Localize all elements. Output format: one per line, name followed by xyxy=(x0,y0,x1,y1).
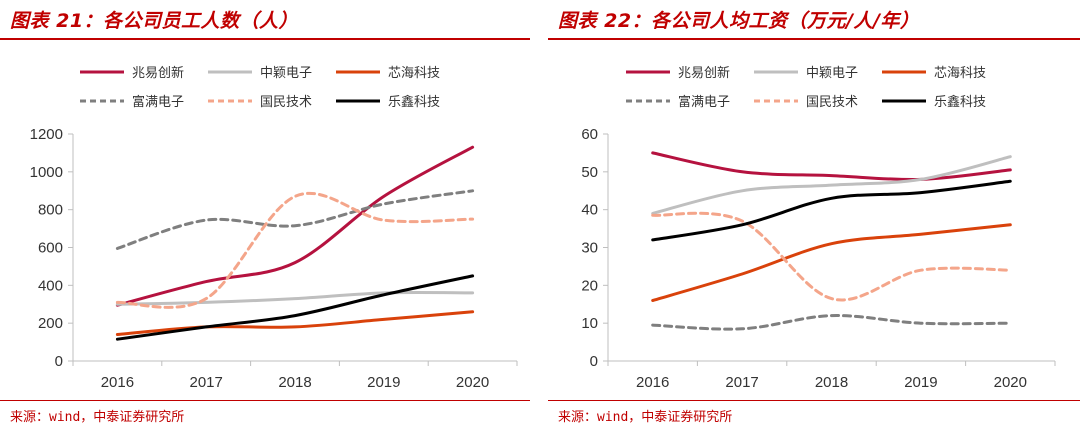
legend-label: 乐鑫科技 xyxy=(934,94,986,110)
legend-item: 中颖电子 xyxy=(754,66,858,81)
x-tick-label: 2019 xyxy=(904,374,937,391)
source-note: 来源：wind，中泰证券研究所 xyxy=(10,410,185,425)
y-tick-label: 40 xyxy=(581,202,598,219)
title-rule xyxy=(548,38,1080,40)
series-line-6 xyxy=(115,274,475,341)
legend-item: 富满电子 xyxy=(80,94,184,110)
source-rule xyxy=(548,400,1080,401)
y-tick-label: 60 xyxy=(581,126,598,143)
series-line-3 xyxy=(651,223,1012,302)
source-rule xyxy=(0,400,530,401)
legend-label: 中颖电子 xyxy=(260,66,312,81)
x-tick-label: 2018 xyxy=(278,374,311,391)
x-tick-label: 2020 xyxy=(994,374,1027,391)
legend-label: 国民技术 xyxy=(806,95,858,110)
y-tick-label: 30 xyxy=(581,240,598,257)
series-line-1 xyxy=(651,151,1012,182)
y-tick-label: 20 xyxy=(581,277,598,294)
legend-item: 兆易创新 xyxy=(80,65,184,81)
source-note: 来源：wind，中泰证券研究所 xyxy=(558,410,733,425)
y-tick-label: 10 xyxy=(581,315,598,332)
x-tick-label: 2017 xyxy=(725,374,758,391)
x-tick-label: 2019 xyxy=(367,374,400,391)
legend-item: 国民技术 xyxy=(754,95,858,110)
series-line-4 xyxy=(651,314,1012,331)
y-tick-label: 1200 xyxy=(30,126,63,143)
legend-label: 富满电子 xyxy=(132,94,184,110)
y-tick-label: 50 xyxy=(581,164,598,181)
legend-label: 兆易创新 xyxy=(678,65,730,81)
legend-label: 芯海科技 xyxy=(934,66,986,81)
chart-salary: 0 10 20 30 40 50 60 2016 2017 2018 2019 2020 兆易创新 中颖电… xyxy=(581,65,1056,391)
legend-item: 国民技术 xyxy=(208,95,312,110)
series-line-4 xyxy=(115,189,475,250)
chart-title: 图表 21：各公司员工人数（人） xyxy=(10,10,299,32)
legend-item: 兆易创新 xyxy=(626,65,730,81)
series-line-2 xyxy=(115,291,475,306)
series-line-6 xyxy=(651,179,1012,242)
chart-employees: 0 200 400 600 800 1000 1200 2016 2017 2018 2019 202… xyxy=(30,65,518,391)
y-tick-label: 1000 xyxy=(30,164,63,181)
legend-item: 中颖电子 xyxy=(208,66,312,81)
legend-item: 乐鑫科技 xyxy=(336,94,440,110)
legend-label: 兆易创新 xyxy=(132,65,184,81)
chart-panel-employees: 图表 21：各公司员工人数（人） 0 200 400 600 800 1000 1200 20… xyxy=(0,0,530,427)
series-line-3 xyxy=(115,310,475,336)
y-tick-label: 0 xyxy=(590,353,598,370)
y-tick-label: 400 xyxy=(38,277,63,294)
legend-item: 富满电子 xyxy=(626,94,730,110)
legend-item: 乐鑫科技 xyxy=(882,94,986,110)
y-tick-label: 0 xyxy=(55,353,63,370)
legend-label: 乐鑫科技 xyxy=(388,94,440,110)
series-line-5 xyxy=(651,211,1012,302)
x-tick-label: 2020 xyxy=(456,374,489,391)
legend-item: 芯海科技 xyxy=(882,66,986,81)
series-line-1 xyxy=(115,145,475,307)
y-tick-label: 800 xyxy=(38,202,63,219)
x-tick-label: 2016 xyxy=(101,374,134,391)
x-tick-label: 2018 xyxy=(815,374,848,391)
series-line-5 xyxy=(115,191,475,309)
x-tick-label: 2016 xyxy=(636,374,669,391)
legend-item: 芯海科技 xyxy=(336,66,440,81)
chart-title: 图表 22：各公司人均工资（万元/人/年） xyxy=(558,10,920,32)
series-line-2 xyxy=(651,155,1012,215)
legend-label: 国民技术 xyxy=(260,95,312,110)
y-tick-label: 200 xyxy=(38,315,63,332)
legend-label: 芯海科技 xyxy=(388,66,440,81)
legend-label: 富满电子 xyxy=(678,94,730,110)
x-tick-label: 2017 xyxy=(190,374,223,391)
title-rule xyxy=(0,38,530,40)
chart-panel-salary: 图表 22：各公司人均工资（万元/人/年） 0 10 20 30 40 50 60 2016 2… xyxy=(548,0,1080,427)
legend-label: 中颖电子 xyxy=(806,66,858,81)
y-tick-label: 600 xyxy=(38,240,63,257)
